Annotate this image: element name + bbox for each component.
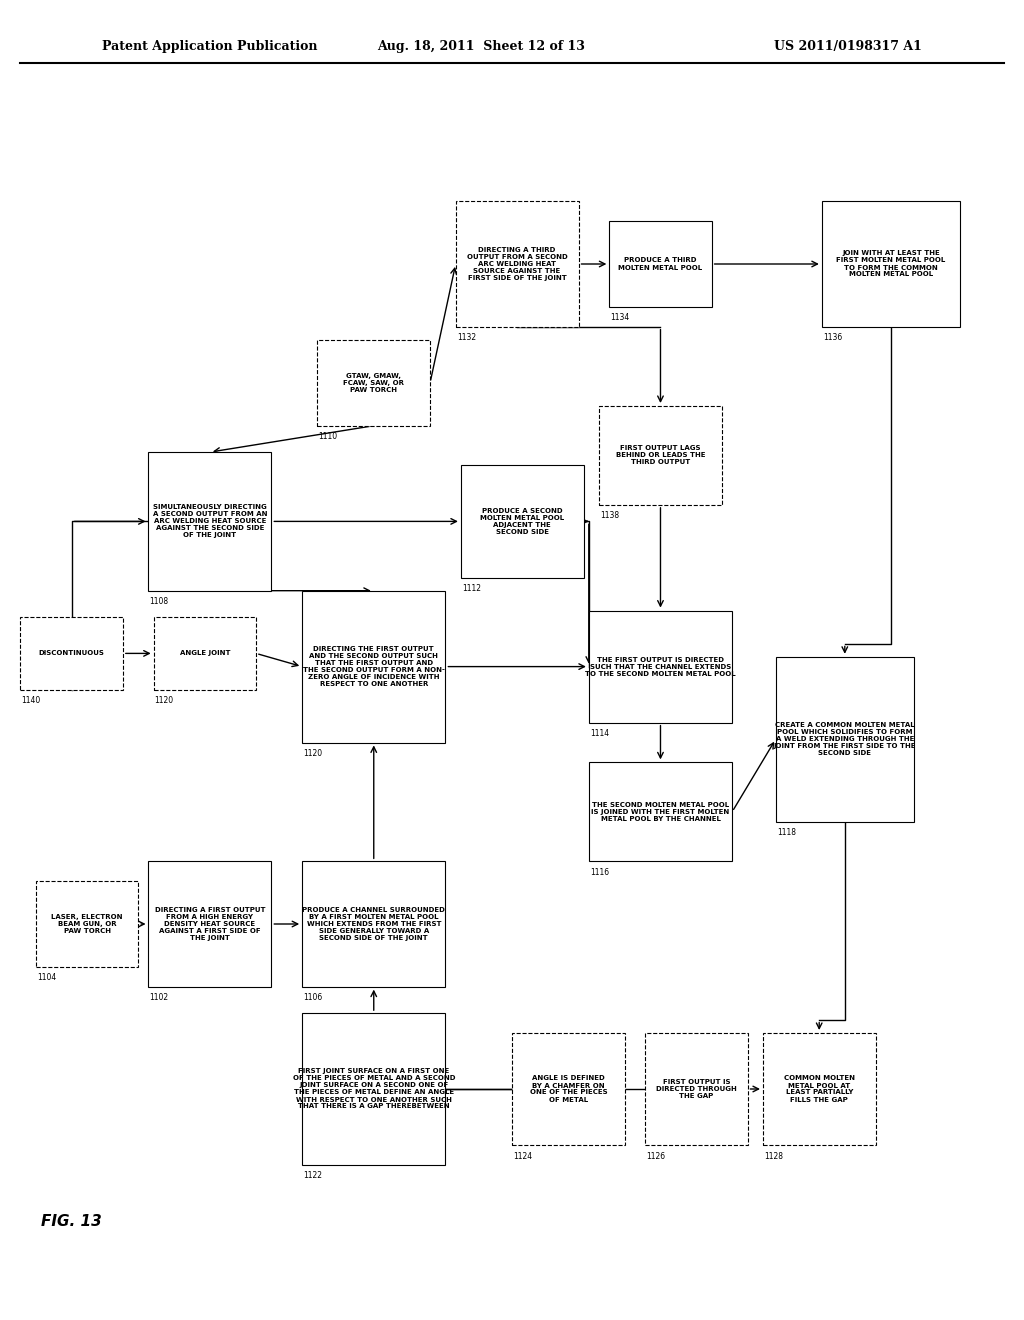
Text: 1140: 1140 <box>22 697 41 705</box>
Text: THE FIRST OUTPUT IS DIRECTED
SUCH THAT THE CHANNEL EXTENDS
TO THE SECOND MOLTEN : THE FIRST OUTPUT IS DIRECTED SUCH THAT T… <box>585 656 736 677</box>
Text: LASER, ELECTRON
BEAM GUN, OR
PAW TORCH: LASER, ELECTRON BEAM GUN, OR PAW TORCH <box>51 913 123 935</box>
Text: SIMULTANEOUSLY DIRECTING
A SECOND OUTPUT FROM AN
ARC WELDING HEAT SOURCE
AGAINST: SIMULTANEOUSLY DIRECTING A SECOND OUTPUT… <box>153 504 267 539</box>
Text: FIRST OUTPUT LAGS
BEHIND OR LEADS THE
THIRD OUTPUT: FIRST OUTPUT LAGS BEHIND OR LEADS THE TH… <box>615 445 706 466</box>
FancyBboxPatch shape <box>148 861 271 987</box>
Text: DIRECTING A THIRD
OUTPUT FROM A SECOND
ARC WELDING HEAT
SOURCE AGAINST THE
FIRST: DIRECTING A THIRD OUTPUT FROM A SECOND A… <box>467 247 567 281</box>
FancyBboxPatch shape <box>456 201 579 326</box>
Text: 1138: 1138 <box>600 511 620 520</box>
Text: 1132: 1132 <box>457 333 476 342</box>
Text: 1116: 1116 <box>590 869 609 876</box>
FancyBboxPatch shape <box>20 618 123 689</box>
Text: 1120: 1120 <box>155 697 174 705</box>
FancyBboxPatch shape <box>821 201 961 326</box>
Text: PRODUCE A SECOND
MOLTEN METAL POOL
ADJACENT THE
SECOND SIDE: PRODUCE A SECOND MOLTEN METAL POOL ADJAC… <box>480 508 564 535</box>
FancyBboxPatch shape <box>763 1032 876 1146</box>
FancyBboxPatch shape <box>302 591 445 742</box>
Text: US 2011/0198317 A1: US 2011/0198317 A1 <box>774 40 922 53</box>
FancyBboxPatch shape <box>599 407 722 504</box>
Text: 1124: 1124 <box>513 1151 532 1160</box>
Text: DISCONTINUOUS: DISCONTINUOUS <box>39 651 104 656</box>
Text: ANGLE JOINT: ANGLE JOINT <box>179 651 230 656</box>
Text: 1128: 1128 <box>764 1151 783 1160</box>
Text: PRODUCE A THIRD
MOLTEN METAL POOL: PRODUCE A THIRD MOLTEN METAL POOL <box>618 257 702 271</box>
FancyBboxPatch shape <box>317 341 430 425</box>
FancyBboxPatch shape <box>776 657 913 821</box>
Text: COMMON MOLTEN
METAL POOL AT
LEAST PARTIALLY
FILLS THE GAP: COMMON MOLTEN METAL POOL AT LEAST PARTIA… <box>783 1076 855 1102</box>
Text: DIRECTING A FIRST OUTPUT
FROM A HIGH ENERGY
DENSITY HEAT SOURCE
AGAINST A FIRST : DIRECTING A FIRST OUTPUT FROM A HIGH ENE… <box>155 907 265 941</box>
Text: FIRST OUTPUT IS
DIRECTED THROUGH
THE GAP: FIRST OUTPUT IS DIRECTED THROUGH THE GAP <box>656 1078 736 1100</box>
Text: 1122: 1122 <box>303 1172 323 1180</box>
Text: FIG. 13: FIG. 13 <box>41 1213 101 1229</box>
FancyBboxPatch shape <box>302 1014 445 1166</box>
FancyBboxPatch shape <box>609 220 712 306</box>
Text: 1112: 1112 <box>462 583 481 593</box>
Text: DIRECTING THE FIRST OUTPUT
AND THE SECOND OUTPUT SUCH
THAT THE FIRST OUTPUT AND
: DIRECTING THE FIRST OUTPUT AND THE SECON… <box>303 645 444 688</box>
Text: ANGLE IS DEFINED
BY A CHAMFER ON
ONE OF THE PIECES
OF METAL: ANGLE IS DEFINED BY A CHAMFER ON ONE OF … <box>529 1076 607 1102</box>
Text: 1110: 1110 <box>318 433 338 441</box>
Text: JOIN WITH AT LEAST THE
FIRST MOLTEN METAL POOL
TO FORM THE COMMON
MOLTEN METAL P: JOIN WITH AT LEAST THE FIRST MOLTEN META… <box>837 251 945 277</box>
FancyBboxPatch shape <box>512 1032 625 1146</box>
FancyBboxPatch shape <box>589 610 732 722</box>
FancyBboxPatch shape <box>645 1032 748 1146</box>
FancyBboxPatch shape <box>302 861 445 987</box>
Text: 1114: 1114 <box>590 729 609 738</box>
FancyBboxPatch shape <box>154 618 256 689</box>
FancyBboxPatch shape <box>148 451 271 591</box>
Text: Aug. 18, 2011  Sheet 12 of 13: Aug. 18, 2011 Sheet 12 of 13 <box>377 40 586 53</box>
Text: 1136: 1136 <box>823 333 842 342</box>
Text: 1126: 1126 <box>646 1151 666 1160</box>
Text: 1134: 1134 <box>610 313 630 322</box>
Text: 1104: 1104 <box>37 974 56 982</box>
Text: Patent Application Publication: Patent Application Publication <box>102 40 317 53</box>
Text: FIRST JOINT SURFACE ON A FIRST ONE
OF THE PIECES OF METAL AND A SECOND
JOINT SUR: FIRST JOINT SURFACE ON A FIRST ONE OF TH… <box>293 1068 455 1110</box>
FancyBboxPatch shape <box>36 882 138 966</box>
Text: 1120: 1120 <box>303 750 323 758</box>
Text: 1118: 1118 <box>776 829 796 837</box>
Text: CREATE A COMMON MOLTEN METAL
POOL WHICH SOLIDIFIES TO FORM
A WELD EXTENDING THRO: CREATE A COMMON MOLTEN METAL POOL WHICH … <box>773 722 916 756</box>
Text: THE SECOND MOLTEN METAL POOL
IS JOINED WITH THE FIRST MOLTEN
METAL POOL BY THE C: THE SECOND MOLTEN METAL POOL IS JOINED W… <box>591 801 730 822</box>
Text: 1106: 1106 <box>303 993 323 1002</box>
Text: 1102: 1102 <box>150 993 169 1002</box>
FancyBboxPatch shape <box>461 466 584 578</box>
Text: PRODUCE A CHANNEL SURROUNDED
BY A FIRST MOLTEN METAL POOL
WHICH EXTENDS FROM THE: PRODUCE A CHANNEL SURROUNDED BY A FIRST … <box>302 907 445 941</box>
Text: GTAW, GMAW,
FCAW, SAW, OR
PAW TORCH: GTAW, GMAW, FCAW, SAW, OR PAW TORCH <box>343 372 404 393</box>
FancyBboxPatch shape <box>589 762 732 861</box>
Text: 1108: 1108 <box>150 597 169 606</box>
